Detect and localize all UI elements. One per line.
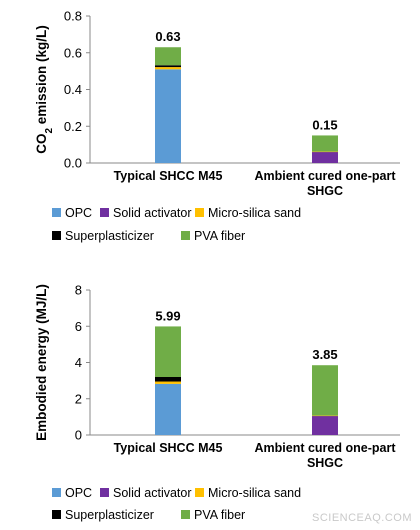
category-label: SHGC (307, 184, 343, 198)
bar-segment (155, 381, 181, 384)
legend-label: Solid activator (113, 486, 192, 500)
bar-segment (155, 67, 181, 70)
y-tick-label: 0.6 (64, 45, 82, 60)
legend-swatch (52, 488, 61, 497)
watermark: SCIENCEAQ.COM (311, 512, 412, 524)
legend-label: Micro-silica sand (208, 486, 301, 500)
y-tick-label: 4 (75, 355, 82, 370)
category-label: SHGC (307, 456, 343, 470)
legend-swatch (181, 510, 190, 519)
legend-label: OPC (65, 486, 92, 500)
bar-segment (155, 377, 181, 382)
bar-segment (155, 326, 181, 377)
y-tick-label: 0.0 (64, 156, 82, 171)
category-label: Ambient cured one-part (255, 441, 397, 455)
y-tick-label: 0.8 (64, 9, 82, 24)
legend-label: Superplasticizer (65, 229, 154, 243)
data-label: 5.99 (155, 308, 180, 323)
bar-segment (155, 383, 181, 435)
legend: OPC Solid activator Micro-silica sand Super… (52, 206, 301, 243)
legend-label: PVA fiber (194, 508, 245, 522)
legend-swatch (52, 510, 61, 519)
bar-segment (312, 415, 338, 435)
data-label: 3.85 (312, 347, 337, 362)
legend-label: Micro-silica sand (208, 206, 301, 220)
legend-swatch (181, 231, 190, 240)
bar-segment (312, 365, 338, 416)
bar-segment (155, 69, 181, 163)
y-axis-label: Embodied energy (MJ/L) (34, 284, 49, 441)
y-tick-label: 2 (75, 391, 82, 406)
legend-label: PVA fiber (194, 229, 245, 243)
legend-swatch (52, 208, 61, 217)
y-tick-label: 8 (75, 283, 82, 298)
legend-swatch (195, 488, 204, 497)
legend: OPC Solid activator Micro-silica sand Super… (52, 486, 301, 522)
data-label: 0.15 (312, 117, 337, 132)
category-label: Ambient cured one-part (255, 169, 397, 183)
category-label: Typical SHCC M45 (114, 441, 223, 455)
legend-swatch (52, 231, 61, 240)
y-tick-label: 0.4 (64, 82, 82, 97)
bar-segment (312, 135, 338, 152)
chart-1: 0.0 0.2 0.4 0.6 0.8 CO2 emission (kg/L) 0.63 Ty… (34, 9, 400, 243)
legend-label: OPC (65, 206, 92, 220)
bar-segment (312, 151, 338, 163)
bar-segment (312, 151, 338, 153)
y-axis-label: CO2 emission (kg/L) (34, 25, 55, 154)
legend-swatch (195, 208, 204, 217)
y-tick-label: 6 (75, 319, 82, 334)
y-tick-label: 0 (75, 428, 82, 443)
legend-label: Solid activator (113, 206, 192, 220)
data-label: 0.63 (155, 29, 180, 44)
bar-segment (155, 65, 181, 68)
legend-label: Superplasticizer (65, 508, 154, 522)
legend-swatch (100, 208, 109, 217)
y-tick-label: 0.2 (64, 119, 82, 134)
bar-segment (155, 47, 181, 66)
category-label: Typical SHCC M45 (114, 169, 223, 183)
legend-swatch (100, 488, 109, 497)
chart-2: 0 2 4 6 8 Embodied energy (MJ/L) 5.99 Typical S… (34, 283, 400, 522)
bar-segment (312, 415, 338, 417)
